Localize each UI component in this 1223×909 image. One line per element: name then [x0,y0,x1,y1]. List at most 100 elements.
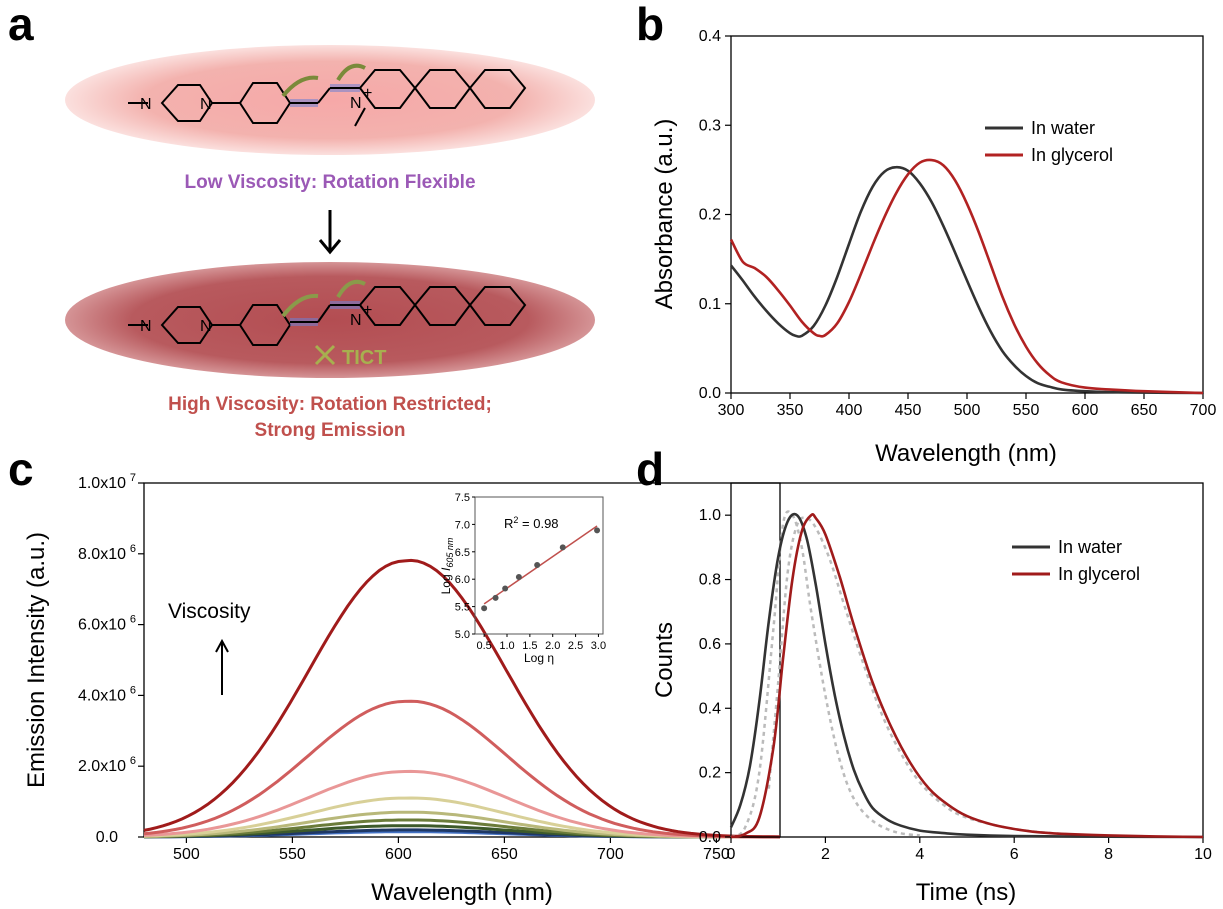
y-tick-label: 0.0 [699,385,721,402]
tict-label: TICT [342,347,386,369]
y-tick-label: 0.8 [699,572,721,589]
atom-n2-bottom: N [200,318,212,335]
x-tick-label: 600 [385,846,412,863]
x-tick-label: 400 [836,402,863,419]
molecule-low-viscosity [128,69,527,127]
down-arrow-head-icon [318,239,342,255]
legend-label: In water [1031,118,1095,138]
x-tick-label: 4 [915,846,924,863]
series-line-in-water [729,165,1204,395]
y-tick-label: 1.0 [699,507,721,524]
y-tick-label: 0.6 [699,636,721,653]
scheme-panel: N N N + Low Viscosity: Rotation Flexible… [65,45,595,441]
x-tick-label: 500 [173,846,200,863]
up-arrow-head-icon [215,638,229,653]
inset-y-tick-label: 5.0 [455,629,470,641]
y-tick-label: 6.0x10 [78,617,126,634]
emission-series-line [143,558,781,839]
inset-r-squared: R2 = 0.98 [504,515,559,531]
inset-y-tick-label: 6.0 [455,574,470,586]
inset-x-tick-label: 2.0 [545,640,560,652]
atom-nplus-bottom: N [350,312,362,329]
plot-frame [730,482,1204,838]
y-tick-label: 0.4 [699,28,721,45]
absorbance-chart: 300 350 400 450 500 550 600 650 700 0.0 0.1 0.2 0.3 0… [651,28,1216,467]
inset-x-tick-label: 1.5 [522,640,537,652]
x-tick-label: 700 [597,846,624,863]
rotation-arrow-icon [281,75,319,98]
y-tick-exponent: 6 [130,614,136,626]
series-line-in-glycerol [729,158,1204,395]
high-viscosity-glow [65,262,595,378]
atom-n1-top: N [140,96,152,113]
cross-icon [314,344,336,366]
inset-y-tick-label: 5.5 [455,602,470,614]
inset-fit-line [483,525,598,605]
y-tick-label: 0.4 [699,700,721,717]
x-tick-label: 500 [954,402,981,419]
x-tick-label: 550 [279,846,306,863]
inset-data-point [481,605,488,612]
viscosity-annotation: Viscosity [168,600,251,623]
x-tick-label: 6 [1010,846,1019,863]
x-axis-label: Wavelength (nm) [875,440,1057,467]
inset-data-point [594,527,601,534]
y-tick-label: 0.3 [699,117,721,134]
series-line-in-water [729,512,1204,839]
y-axis-label: Absorbance (a.u.) [651,119,678,310]
inset-x-tick-label: 1.0 [499,640,514,652]
y-tick-exponent: 7 [130,472,136,484]
charge-bottom: + [363,302,372,319]
inset-x-tick-label: 0.5 [476,640,491,652]
rotation-arrow-icon [336,63,366,82]
plot-frame [143,482,781,838]
panel-label-b: b [636,0,664,50]
panel-label-d: d [636,443,664,495]
y-tick-label: 0.0 [96,829,118,846]
x-tick-label: 450 [895,402,922,419]
low-viscosity-caption: Low Viscosity: Rotation Flexible [184,172,475,193]
y-axis-label: Counts [651,622,678,698]
x-tick-label: 8 [1104,846,1113,863]
legend-label: In glycerol [1031,145,1113,165]
x-tick-label: 750 [703,846,730,863]
charge-top: + [363,85,372,102]
atom-nplus-top: N [350,95,362,112]
molecule-high-viscosity [128,286,527,346]
fit-curve-dashed [730,510,920,839]
series-line-in-glycerol [730,513,1204,839]
legend-label: In water [1058,537,1122,557]
x-axis-label: Wavelength (nm) [371,879,553,906]
inset-x-tick-label: 2.5 [568,640,583,652]
inset-y-tick-label: 7.5 [455,492,470,504]
panel-label-c: c [8,443,34,495]
y-tick-exponent: 6 [130,755,136,767]
x-tick-label: 350 [777,402,804,419]
inset-data-point [534,561,541,568]
decay-chart: 0 2 4 6 8 10 0.0 0.2 0.4 0.6 0.8 1.0 Time (ns) Counts… [651,482,1212,906]
x-tick-label: 2 [821,846,830,863]
x-tick-label: 700 [1190,402,1217,419]
legend-label: In glycerol [1058,564,1140,584]
x-tick-label: 0 [727,846,736,863]
inset-y-tick-label: 7.0 [455,519,470,531]
y-tick-label: 0.2 [699,765,721,782]
inset-y-tick-label: 6.5 [455,547,470,559]
inset-data-point [515,574,522,581]
high-viscosity-caption-line1: High Viscosity: Rotation Restricted; [168,394,492,415]
y-tick-label: 2.0x10 [78,758,126,775]
y-tick-label: 1.0x10 [78,475,126,492]
low-viscosity-glow [65,45,595,155]
inset-data-point [559,544,566,551]
x-tick-label: 650 [491,846,518,863]
inset-data-point [492,594,499,601]
y-tick-label: 0.0 [699,829,721,846]
inset-y-axis-label: Log I605 nm [439,537,455,594]
panel-label-a: a [8,0,34,50]
y-tick-label: 4.0x10 [78,687,126,704]
y-tick-label: 0.1 [699,296,721,313]
x-tick-label: 650 [1131,402,1158,419]
inset-x-tick-label: 3.0 [591,640,606,652]
